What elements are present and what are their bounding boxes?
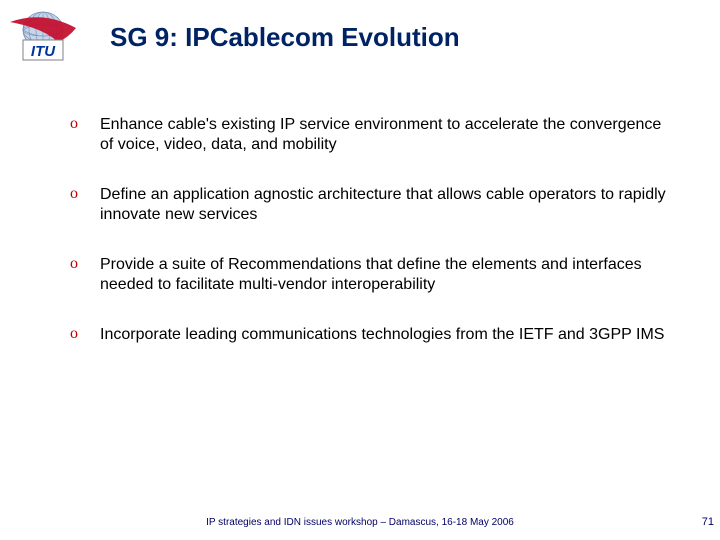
list-item: o Incorporate leading communications tec… — [70, 325, 675, 345]
bullet-marker: o — [70, 185, 100, 225]
bullet-marker: o — [70, 325, 100, 345]
list-item: o Provide a suite of Recommendations tha… — [70, 255, 675, 295]
bullet-list: o Enhance cable's existing IP service en… — [70, 115, 675, 375]
svg-text:ITU: ITU — [31, 43, 56, 60]
bullet-text: Incorporate leading communications techn… — [100, 325, 675, 345]
footer-text: IP strategies and IDN issues workshop – … — [0, 517, 720, 528]
slide-title: SG 9: IPCablecom Evolution — [110, 22, 700, 53]
bullet-text: Enhance cable's existing IP service envi… — [100, 115, 675, 155]
list-item: o Define an application agnostic archite… — [70, 185, 675, 225]
bullet-text: Provide a suite of Recommendations that … — [100, 255, 675, 295]
itu-logo: ITU — [8, 8, 78, 68]
bullet-text: Define an application agnostic architect… — [100, 185, 675, 225]
bullet-marker: o — [70, 255, 100, 295]
list-item: o Enhance cable's existing IP service en… — [70, 115, 675, 155]
bullet-marker: o — [70, 115, 100, 155]
page-number: 71 — [702, 516, 714, 528]
